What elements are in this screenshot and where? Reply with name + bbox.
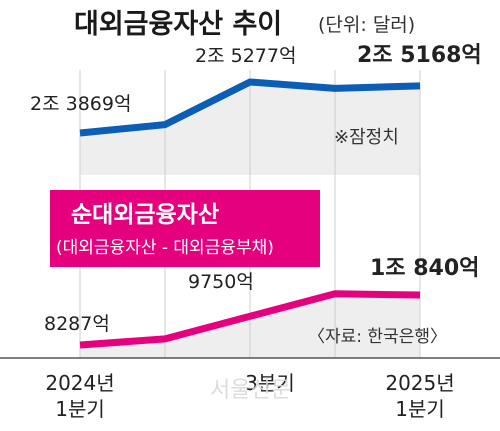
x-tick-label-2-0: 2025년 [385,371,454,395]
net-legend-subtitle: (대외금융자산 - 대외금융부채) [56,238,274,258]
chart-title: 대외금융자산 추이 [74,9,282,40]
watermark: 서울신문 [210,378,291,403]
unit-label: (단위: 달러) [318,14,415,36]
x-tick-label-1-0: 3분기 [245,371,295,395]
value-label-0-0: 2조 3869억 [30,93,131,115]
value-label-1-4: 1조 840억 [370,256,479,281]
series-group [79,78,421,349]
value-label-1-0: 8287억 [44,313,110,335]
x-tick-label-2-1: 1분기 [395,397,445,421]
net-legend-box [50,190,320,267]
provisional-note: ※잠정치 [334,127,399,148]
x-tick-label-0-1: 1분기 [55,397,105,421]
net-legend-title: 순대외금융자산 [71,202,219,228]
x-tick-label-0-0: 2024년 [45,371,114,395]
source-label: 〈자료: 한국은행〉 [308,327,447,347]
value-label-0-2: 2조 5277억 [195,45,296,67]
series-line-0 [79,78,421,137]
series-line-1 [79,290,421,349]
value-label-group: 2조 3869억 2조 5277억 2조 5168억 8287억 9750억 1조 840… [30,43,482,335]
value-label-1-2: 9750억 [188,271,254,293]
value-label-0-4: 2조 5168억 [357,43,482,68]
